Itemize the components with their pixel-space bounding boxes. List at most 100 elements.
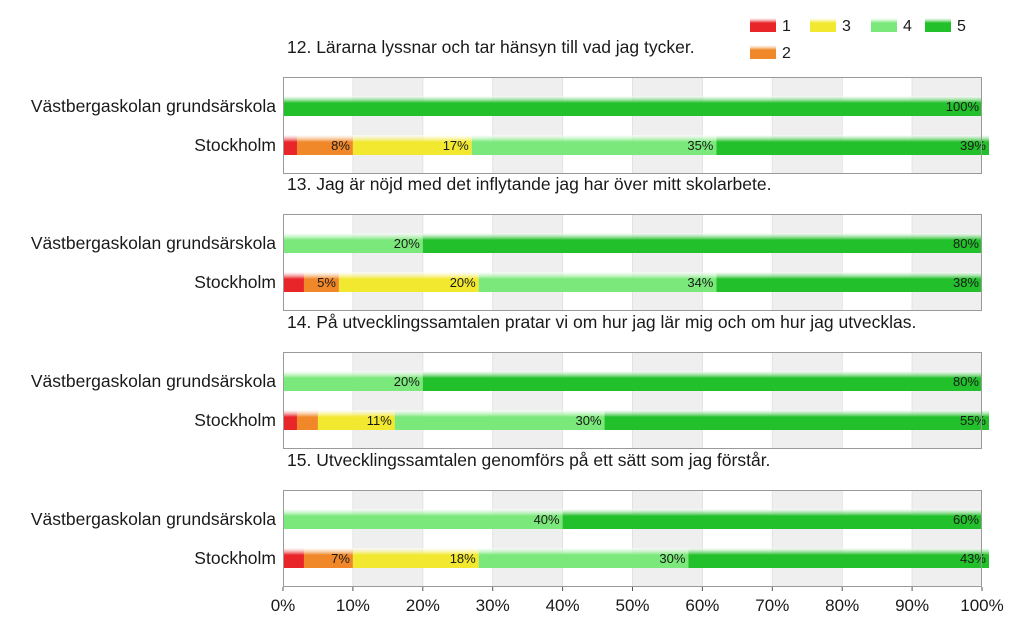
category-label: Stockholm (194, 548, 276, 568)
grid-band (492, 77, 563, 174)
legend-label: 1 (782, 18, 791, 35)
category-label: Stockholm (194, 410, 276, 430)
grid-band (912, 490, 982, 587)
bar-segment (716, 272, 982, 292)
legend-swatch (750, 45, 776, 59)
bar-segment (338, 272, 479, 292)
data-label: 80% (953, 236, 979, 251)
grid-band (912, 214, 982, 311)
grid-band (772, 77, 843, 174)
data-label: 40% (534, 512, 560, 527)
bar-segment (478, 272, 717, 292)
bar-segment (283, 233, 423, 253)
bar-segment (303, 272, 339, 292)
data-label: 20% (394, 236, 420, 251)
data-label: 20% (394, 374, 420, 389)
data-label: 35% (687, 138, 713, 153)
data-label: 38% (953, 275, 979, 290)
bar-segment (422, 233, 982, 253)
data-label: 7% (331, 551, 350, 566)
bar-segment (352, 548, 479, 568)
bar-segment (688, 548, 989, 568)
panel-2: 13. Jag är nöjd med det inflytande jag h… (31, 174, 982, 311)
panel-title: 14. På utvecklingssamtalen pratar vi om … (287, 312, 916, 332)
panel-title: 15. Utvecklingssamtalen genomförs på ett… (287, 450, 770, 470)
grid-band (352, 490, 423, 587)
bar-segment (422, 371, 982, 391)
bar-segment (471, 135, 717, 155)
category-label: Västbergaskolan grundsärskola (31, 371, 276, 391)
category-label: Västbergaskolan grundsärskola (31, 233, 276, 253)
grid-band (632, 352, 703, 449)
bar-segment (562, 509, 982, 529)
tick-label: 30% (476, 596, 510, 615)
legend-item-1: 1 (750, 18, 791, 35)
legend-swatch (810, 18, 836, 32)
bar-segment (283, 509, 563, 529)
legend-swatch (925, 18, 951, 32)
legend-label: 3 (842, 18, 851, 35)
grid-band (492, 490, 563, 587)
grid-band (632, 214, 703, 311)
plot-border (283, 214, 982, 311)
bar-segment (296, 135, 353, 155)
bar-segment (716, 135, 989, 155)
data-label: 18% (450, 551, 476, 566)
bar-segment (283, 371, 423, 391)
tick-label: 20% (406, 596, 440, 615)
legend-swatch (750, 18, 776, 32)
panel-1: 12. Lärarna lyssnar och tar hänsyn till … (31, 37, 989, 174)
bar-segment (296, 410, 318, 430)
data-label: 60% (953, 512, 979, 527)
grid-band (772, 490, 843, 587)
bar-segment (394, 410, 605, 430)
data-label: 43% (960, 551, 986, 566)
x-axis: 0% 10% 20% 30% 40% 50% 60% 70% 80% 90% 100% (271, 587, 1004, 615)
tick-label: 70% (755, 596, 789, 615)
grid-band (492, 352, 563, 449)
bar-segment (283, 135, 297, 155)
legend: 1 2 3 4 5 (750, 18, 966, 62)
legend-item-2: 2 (750, 45, 791, 62)
panel-3: 14. På utvecklingssamtalen pratar vi om … (31, 312, 989, 449)
plot-border (283, 77, 982, 174)
data-label: 80% (953, 374, 979, 389)
tick-label: 80% (825, 596, 859, 615)
data-label: 8% (331, 138, 350, 153)
data-label: 17% (443, 138, 469, 153)
plot-border (283, 490, 982, 587)
tick-label: 40% (546, 596, 580, 615)
bar-segment (317, 410, 395, 430)
data-label: 39% (960, 138, 986, 153)
bar-segment (352, 135, 472, 155)
bar-segment (283, 272, 304, 292)
data-label: 34% (687, 275, 713, 290)
bar-segment (478, 548, 689, 568)
data-label: 20% (450, 275, 476, 290)
grid-band (632, 77, 703, 174)
plot-border (283, 352, 982, 449)
grid-band (632, 490, 703, 587)
grid-band (352, 214, 423, 311)
tick-label: 10% (336, 596, 370, 615)
grid-band (772, 214, 843, 311)
panel-4: 15. Utvecklingssamtalen genomförs på ett… (31, 450, 989, 587)
bar-segment (303, 548, 353, 568)
grid-band (912, 352, 982, 449)
legend-item-5: 5 (925, 18, 966, 35)
category-label: Västbergaskolan grundsärskola (31, 96, 276, 116)
bar-segment (283, 410, 297, 430)
category-label: Västbergaskolan grundsärskola (31, 509, 276, 529)
data-label: 5% (317, 275, 336, 290)
panel-title: 13. Jag är nöjd med det inflytande jag h… (287, 174, 771, 194)
data-label: 30% (576, 413, 602, 428)
grid-band (912, 77, 982, 174)
category-label: Stockholm (194, 272, 276, 292)
tick-label: 60% (685, 596, 719, 615)
grid-band (772, 352, 843, 449)
tick-label: 100% (960, 596, 1003, 615)
grid-band (352, 352, 423, 449)
grid-band (352, 77, 423, 174)
bar-segment (604, 410, 989, 430)
